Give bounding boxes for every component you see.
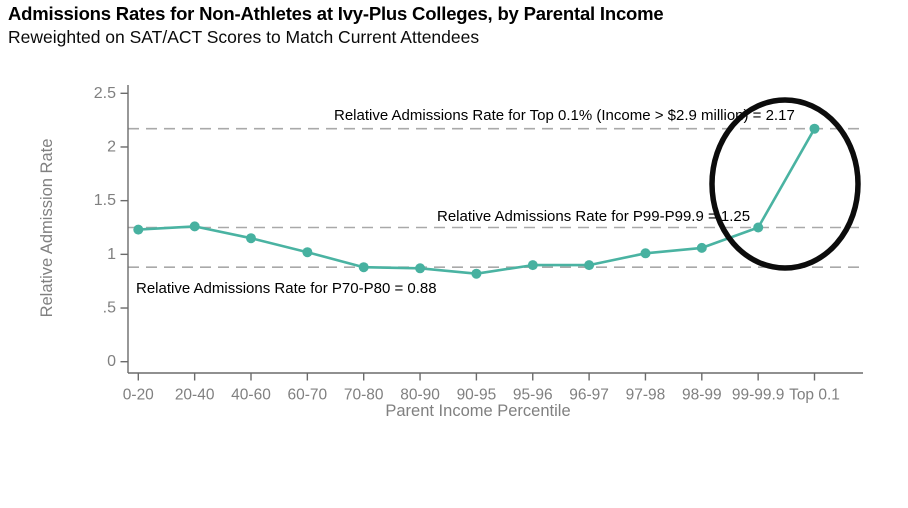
x-tick-label: 60-70: [288, 387, 328, 404]
data-point-Top 0.1: [809, 123, 820, 134]
data-point-70-80: [358, 262, 369, 273]
chart-subtitle: Reweighted on SAT/ACT Scores to Match Cu…: [8, 27, 480, 47]
x-tick-label: 80-90: [400, 387, 440, 404]
reference-line-label-1: Relative Admissions Rate for P99-P99.9 =…: [437, 208, 750, 225]
x-tick-label: 40-60: [231, 387, 271, 404]
x-tick-label: 70-80: [344, 387, 384, 404]
chart-title: Admissions Rates for Non-Athletes at Ivy…: [8, 3, 664, 24]
x-tick-label: 97-98: [626, 387, 666, 404]
reference-line-label-0: Relative Admissions Rate for Top 0.1% (I…: [334, 107, 795, 124]
x-tick-label: 99-99.9: [732, 387, 785, 404]
data-point-20-40: [189, 221, 200, 232]
y-tick-label: 1.5: [94, 192, 116, 209]
data-point-97-98: [640, 248, 651, 259]
data-point-60-70: [302, 247, 313, 258]
x-tick-label: Top 0.1: [789, 387, 840, 404]
y-axis-title: Relative Admission Rate: [38, 139, 56, 318]
reference-line-label-2: Relative Admissions Rate for P70-P80 = 0…: [136, 280, 437, 297]
y-tick-label: 1: [107, 246, 116, 263]
x-tick-label: 95-96: [513, 387, 553, 404]
x-tick-label: 96-97: [569, 387, 609, 404]
highlight-ellipse: [709, 97, 861, 271]
data-point-80-90: [415, 263, 426, 274]
x-tick-label: 98-99: [682, 387, 722, 404]
y-tick-label: 0: [107, 353, 116, 370]
y-tick-label: 2.5: [94, 85, 116, 102]
data-point-96-97: [584, 260, 595, 271]
data-point-0-20: [133, 224, 144, 235]
y-tick-label: 2: [107, 138, 116, 155]
y-tick-label: .5: [103, 300, 116, 317]
x-tick-label: 0-20: [123, 387, 154, 404]
data-point-98-99: [696, 242, 707, 253]
data-point-90-95: [471, 268, 482, 279]
x-tick-label: 20-40: [175, 387, 215, 404]
data-point-99-99.9: [753, 222, 764, 233]
x-axis-title: Parent Income Percentile: [385, 402, 570, 420]
x-tick-label: 90-95: [457, 387, 497, 404]
data-point-40-60: [246, 233, 256, 244]
data-point-95-96: [527, 260, 538, 271]
